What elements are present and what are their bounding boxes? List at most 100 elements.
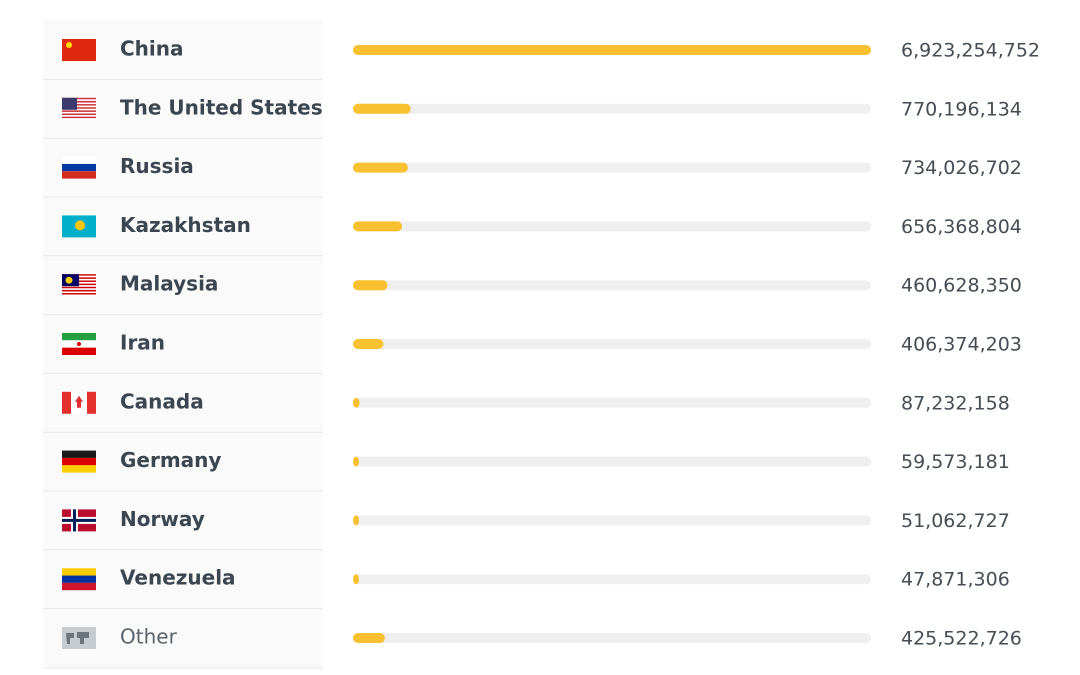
row: Norway 51,062,727 [43,490,1010,532]
country-name: Germany [120,448,221,472]
country-name: Other [120,625,178,649]
bar [353,397,360,408]
flag-stripe [62,163,96,172]
flag-band [87,391,96,414]
flag-stripe [62,294,96,297]
value-label: 460,628,350 [901,275,1022,297]
flag-stripe [62,465,96,473]
bar [353,45,871,55]
flag-stripe [62,100,96,103]
row: Iran 406,374,203 [43,314,1022,356]
bar-track [353,515,871,526]
value-label: 656,368,804 [901,216,1022,238]
bar-track [353,162,871,173]
country-name: Norway [120,507,205,531]
row: Malaysia 460,628,350 [43,255,1022,297]
bar [353,162,408,173]
bar-track [353,456,871,467]
flag-icon [62,391,96,414]
flag-icon [62,156,96,179]
value-label: 770,196,134 [901,98,1022,120]
flag-stripe [62,113,96,116]
row: Russia 734,026,702 [43,137,1022,179]
bar [353,574,359,585]
country-name: Canada [120,389,204,413]
flag-icon [62,568,96,591]
bar-track [353,397,871,408]
flag-icon [62,274,96,297]
row: Germany 59,573,181 [43,431,1010,473]
value-label: 406,374,203 [901,334,1022,356]
flag-stripe [62,111,96,114]
flag-map [66,632,89,644]
bar-track [353,280,871,291]
bar-track [353,221,871,232]
flag-icon [62,333,96,355]
country-name: Venezuela [120,566,236,590]
row: China 6,923,254,752 [62,37,1040,62]
country-name: Iran [120,331,165,355]
flag-icon [62,627,96,649]
flag-stripe [62,105,96,108]
row: Other 425,522,726 [43,608,1022,650]
flag-icon [62,450,96,473]
flag-stripe [62,97,96,100]
flag-stripe [62,156,96,164]
flag-stripe [62,108,96,111]
flag-stripe [62,99,96,101]
flag-icon [62,39,96,61]
value-label: 6,923,254,752 [901,40,1040,62]
flag-stripe [62,104,96,106]
flag-emblem [77,342,81,346]
flag-stripe [62,347,96,355]
flag-stripe [62,102,96,105]
flag-stripe [62,171,96,179]
bar-track [353,633,871,643]
flag-stripe [62,450,96,458]
bar-track [353,574,871,585]
flag-leaf [75,395,83,408]
flag-bg [62,39,96,61]
flag-stripe [62,289,96,292]
flag-stripe [62,115,96,117]
bar [353,456,359,467]
flag-band [62,391,71,414]
flag-stripe [62,288,96,290]
bar-track [353,103,871,114]
flag-stripe [62,291,96,294]
flag-stripe [62,457,96,466]
country-name: Kazakhstan [120,213,251,237]
flag-stripe [62,118,96,120]
flag-stripe [62,116,96,119]
country-name: The United States [120,95,323,119]
value-label: 47,871,306 [901,569,1010,591]
bar [353,280,388,291]
flag-stripe [62,575,96,583]
flag-sun [75,220,85,231]
bar [353,221,403,232]
country-name: China [120,37,184,61]
flag-canton [62,97,77,110]
row: Canada 87,232,158 [43,372,1010,414]
bar [353,103,411,114]
country-name: Malaysia [120,272,218,296]
flag-icon [62,97,96,120]
value-label: 87,232,158 [901,392,1010,414]
flag-star [66,42,72,48]
flag-moon [65,276,73,284]
flag-stripe [62,286,96,289]
value-label: 425,522,726 [901,628,1022,650]
value-label: 59,573,181 [901,451,1010,473]
bar [353,339,384,349]
flag-stripe [62,333,96,341]
flag-stripe [62,293,96,295]
bar [353,633,385,643]
flag-icon [62,509,96,532]
row: The United States 770,196,134 [43,78,1022,120]
bar-track [353,339,871,349]
flag-cross [62,518,96,522]
flag-stripe [62,582,96,591]
bar [353,515,359,526]
row: Venezuela 47,871,306 [43,549,1010,591]
